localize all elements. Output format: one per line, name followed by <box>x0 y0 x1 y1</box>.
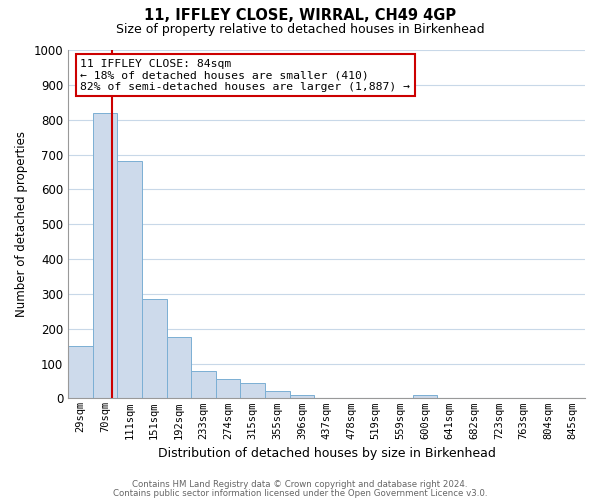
Bar <box>241 384 265 398</box>
Bar <box>142 299 167 398</box>
Bar <box>191 371 216 398</box>
Text: 11 IFFLEY CLOSE: 84sqm
← 18% of detached houses are smaller (410)
82% of semi-de: 11 IFFLEY CLOSE: 84sqm ← 18% of detached… <box>80 58 410 92</box>
Bar <box>216 379 241 398</box>
Text: Size of property relative to detached houses in Birkenhead: Size of property relative to detached ho… <box>116 22 484 36</box>
Text: Contains HM Land Registry data © Crown copyright and database right 2024.: Contains HM Land Registry data © Crown c… <box>132 480 468 489</box>
Text: 11, IFFLEY CLOSE, WIRRAL, CH49 4GP: 11, IFFLEY CLOSE, WIRRAL, CH49 4GP <box>144 8 456 22</box>
Bar <box>92 112 117 399</box>
Bar <box>117 162 142 398</box>
Y-axis label: Number of detached properties: Number of detached properties <box>15 131 28 317</box>
Bar <box>290 395 314 398</box>
Bar <box>413 395 437 398</box>
Bar <box>68 346 92 399</box>
Text: Contains public sector information licensed under the Open Government Licence v3: Contains public sector information licen… <box>113 488 487 498</box>
X-axis label: Distribution of detached houses by size in Birkenhead: Distribution of detached houses by size … <box>158 447 496 460</box>
Bar <box>167 338 191 398</box>
Bar <box>265 392 290 398</box>
